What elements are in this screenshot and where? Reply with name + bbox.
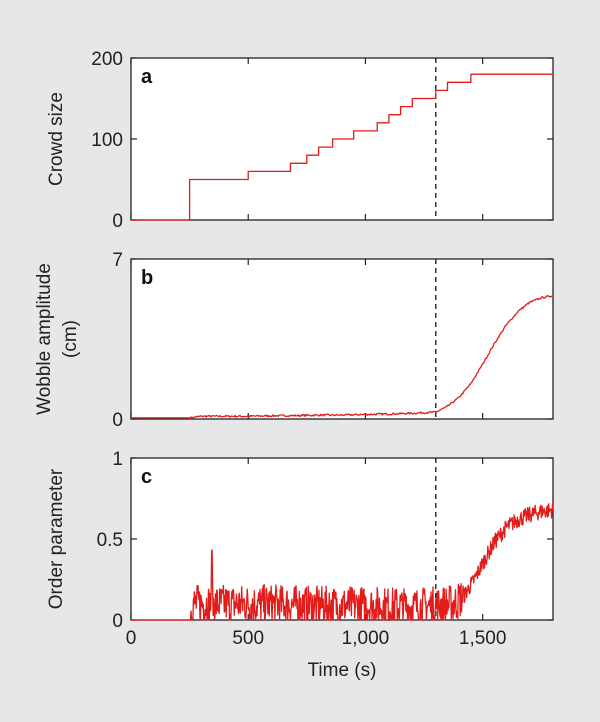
x-tick-label: 1,500 [459,628,507,649]
y-tick-label: 0 [112,410,123,431]
y-tick-label: 100 [91,130,123,151]
y-axis-label: Wobble amplitude [34,263,55,415]
y-tick-label: 200 [91,49,123,70]
x-tick-label: 1,000 [342,628,390,649]
series-line [131,294,554,420]
y-tick-label: 0.5 [97,530,123,551]
x-tick-label: 0 [126,628,137,649]
x-tick-label: 500 [232,628,264,649]
y-axis-label: Order parameter [46,468,67,609]
plot-area [130,457,554,621]
y-tick-label: 0 [112,211,123,232]
panel-label: b [141,267,153,289]
series-line [131,73,553,221]
panel-c: 0 0.5 1 0 500 1,000 1,500 Time (s) Order paramet… [46,449,554,681]
y-axis-label: (cm) [60,320,81,358]
plot-area [130,258,554,420]
y-tick-label: 7 [112,250,123,271]
y-axis-label: Crowd size [46,92,67,186]
y-tick-label: 1 [112,449,123,470]
y-tick-label: 0 [112,611,123,632]
panel-b: 0 7 Wobble amplitude (cm) b [34,250,554,431]
panel-label: a [141,66,153,88]
panel-a: 0 100 200 Crowd size a [46,49,554,232]
panel-label: c [141,466,152,488]
x-axis-label: Time (s) [308,660,377,681]
series-line [130,502,554,621]
